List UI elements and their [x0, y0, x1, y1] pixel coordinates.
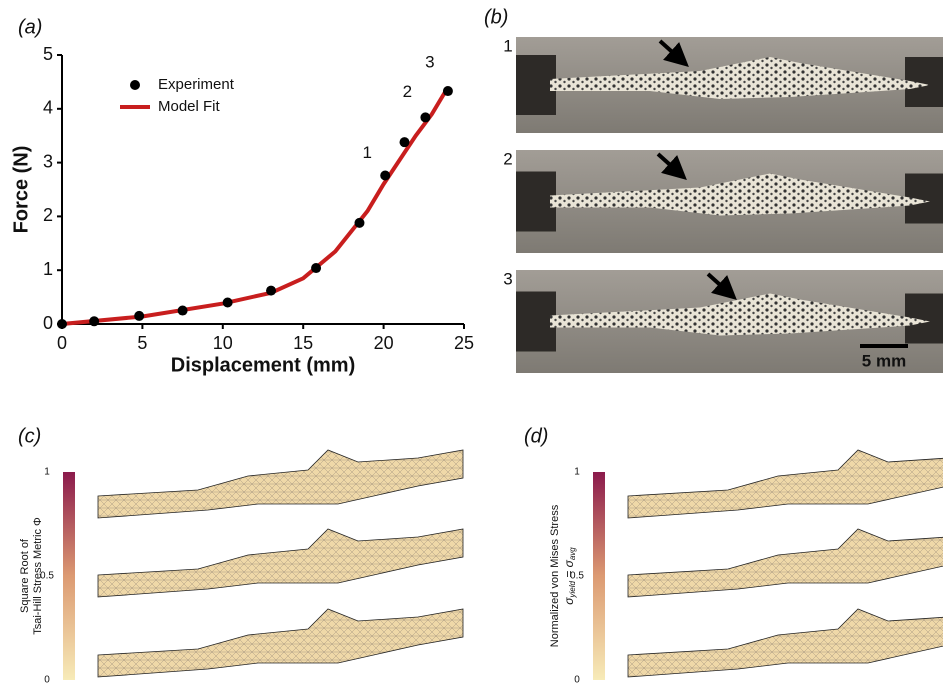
y-tick-label: 1	[43, 259, 53, 279]
data-point	[311, 263, 321, 273]
panel-label: (a)	[18, 16, 42, 38]
photo-label: 3	[503, 269, 512, 288]
colorbar-label: Normalized von Mises Stress	[549, 504, 561, 647]
colorbar-tick-label: 0	[574, 675, 580, 686]
scale-label: 5 mm	[862, 351, 906, 370]
y-tick-label: 2	[43, 205, 53, 225]
mesh-specimen	[628, 450, 943, 518]
y-tick-label: 4	[43, 98, 53, 118]
y-axis-label: Force (N)	[10, 146, 32, 234]
x-tick-label: 0	[57, 333, 67, 353]
x-axis-label: Displacement (mm)	[171, 354, 356, 376]
colorbar	[593, 472, 605, 680]
y-tick-label: 3	[43, 151, 53, 171]
data-point	[420, 112, 430, 122]
mesh-specimen	[98, 529, 463, 597]
annotation: 2	[403, 82, 412, 101]
mesh-specimen	[628, 609, 943, 677]
label-part: yield	[568, 581, 577, 599]
colorbar-label: σyield = σavg	[562, 547, 577, 605]
panel-label: (c)	[18, 425, 41, 447]
mesh-specimen	[98, 609, 463, 677]
data-point	[89, 316, 99, 326]
colorbar-tick-label: 0	[44, 675, 50, 686]
y-tick-label: 5	[43, 44, 53, 64]
legend-swatch	[130, 80, 140, 90]
panel-label: (d)	[524, 425, 548, 447]
data-point	[400, 137, 410, 147]
colorbar-label: Tsai-Hill Stress Metric Φ	[32, 517, 44, 635]
mesh-specimen	[628, 529, 943, 597]
data-point	[443, 86, 453, 96]
data-point	[223, 297, 233, 307]
annotation: 3	[425, 53, 434, 72]
figure: (a)(b)(c)(d)0123450510152025Displacement…	[0, 0, 943, 688]
x-tick-label: 5	[137, 333, 147, 353]
label-part: avg	[568, 547, 577, 560]
x-tick-label: 15	[293, 333, 313, 353]
mesh-specimen	[98, 450, 463, 518]
y-tick-label: 0	[43, 313, 53, 333]
data-point	[266, 286, 276, 296]
colorbar-label: Square Root of	[19, 538, 31, 613]
x-tick-label: 10	[213, 333, 233, 353]
photo-label: 2	[503, 149, 512, 168]
x-tick-label: 20	[374, 333, 394, 353]
fit-line	[62, 87, 448, 324]
data-point	[380, 171, 390, 181]
data-point	[134, 311, 144, 321]
label-part: = σ	[562, 559, 576, 581]
colorbar-tick-label: 1	[44, 467, 50, 478]
x-tick-label: 25	[454, 333, 474, 353]
legend-label: Experiment	[158, 76, 235, 93]
colorbar-tick-label: 1	[574, 467, 580, 478]
data-point	[178, 306, 188, 316]
photo-label: 1	[503, 36, 512, 55]
colorbar	[63, 472, 75, 680]
annotation: 1	[362, 143, 371, 162]
data-point	[354, 218, 364, 228]
panel-label: (b)	[484, 6, 508, 28]
data-point	[57, 319, 67, 329]
legend-label: Model Fit	[158, 98, 221, 115]
